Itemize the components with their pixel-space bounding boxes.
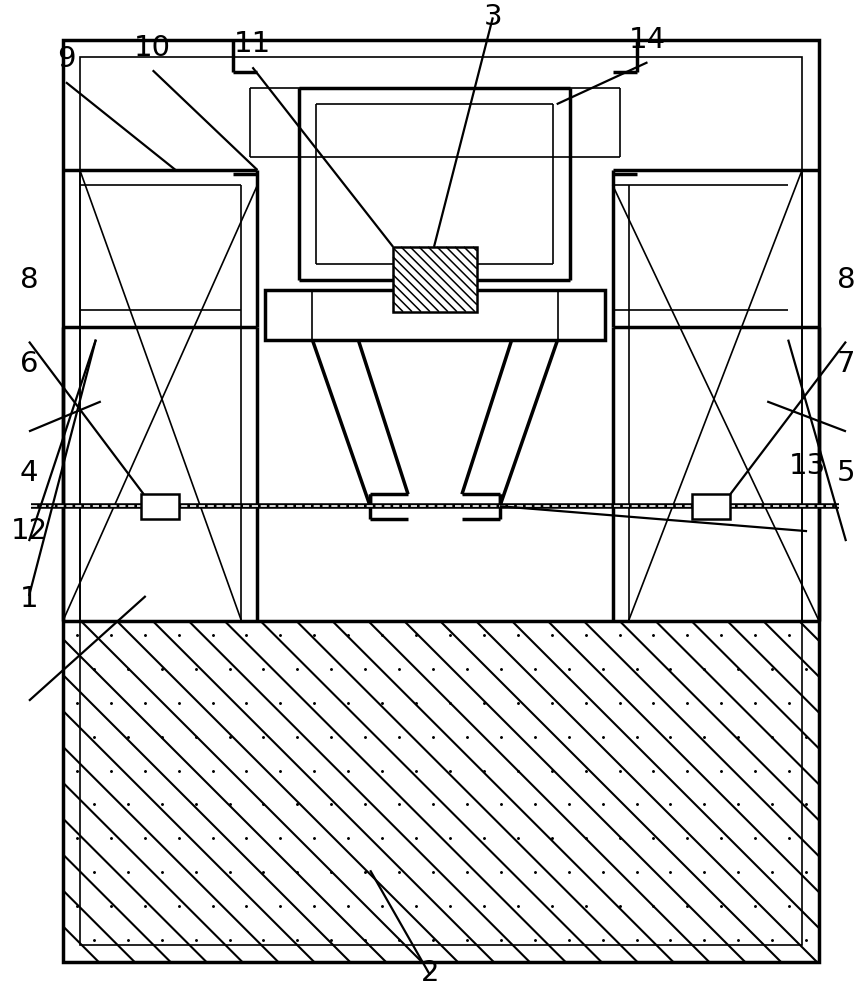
Bar bbox=[141, 494, 179, 519]
Text: 3: 3 bbox=[483, 3, 503, 31]
Text: 11: 11 bbox=[233, 30, 271, 58]
Text: 14: 14 bbox=[629, 26, 666, 54]
Text: 7: 7 bbox=[837, 350, 855, 378]
Text: 10: 10 bbox=[135, 34, 171, 62]
Text: 8: 8 bbox=[20, 266, 38, 294]
Text: 5: 5 bbox=[837, 459, 855, 487]
Bar bbox=[80, 57, 802, 945]
Text: 4: 4 bbox=[20, 459, 38, 487]
Bar bbox=[62, 40, 819, 962]
Text: 1: 1 bbox=[20, 585, 38, 613]
Text: 12: 12 bbox=[10, 517, 48, 545]
Text: 8: 8 bbox=[837, 266, 855, 294]
Text: 13: 13 bbox=[788, 452, 825, 480]
Bar bbox=[393, 247, 477, 312]
Text: 2: 2 bbox=[421, 959, 439, 987]
Bar bbox=[62, 621, 819, 962]
Text: 9: 9 bbox=[56, 45, 76, 73]
Bar bbox=[693, 494, 730, 519]
Bar bbox=[266, 290, 605, 340]
Text: 6: 6 bbox=[20, 350, 38, 378]
